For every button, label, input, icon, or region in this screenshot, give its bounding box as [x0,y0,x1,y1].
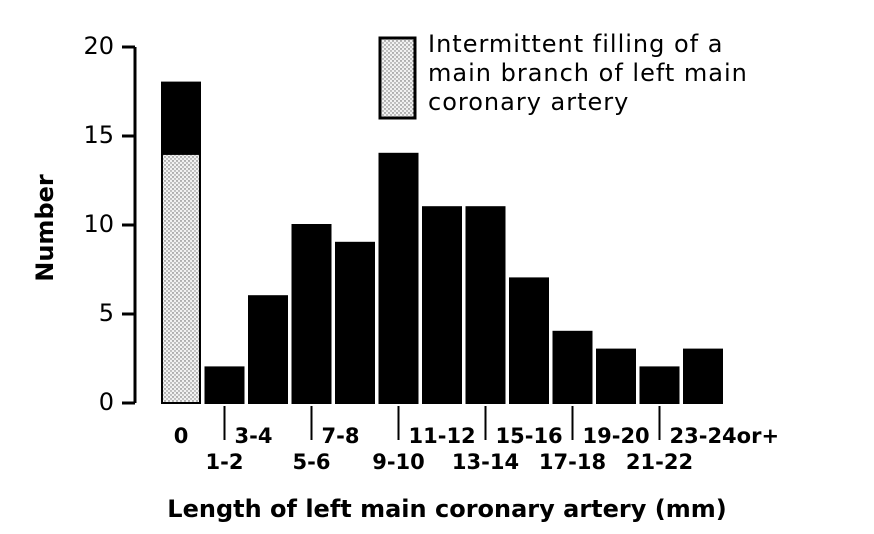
bar-segment [639,366,680,404]
bar-segment [552,330,593,404]
x-tick-label: 17-18 [539,450,606,474]
x-tick-label: 3-4 [235,424,273,448]
bar-segment [509,277,549,404]
y-tick-label: 0 [99,388,114,416]
y-tick-label: 10 [83,210,114,238]
y-axis-label: Number [31,174,59,282]
y-tick-label: 20 [83,32,114,60]
bar-segment [683,348,723,405]
x-tick-label: 5-6 [293,450,331,474]
legend-box: Intermittent filling of a main branch of… [428,30,748,116]
x-tick-label: 7-8 [322,424,360,448]
x-tick-label: 19-20 [583,424,650,448]
bar-segment [204,366,245,404]
x-tick-label: 0 [174,424,189,448]
x-tick-label: 21-22 [626,450,693,474]
bar-segment [596,348,636,405]
bar-segment [422,206,462,404]
x-tick-label: 1-2 [206,450,244,474]
legend-label: Intermittent filling of a main branch of… [428,30,748,116]
y-tick-label: 5 [99,299,114,327]
x-axis-label: Length of left main coronary artery (mm) [167,495,726,523]
bar-segment [465,206,506,404]
x-tick-label: 23-24or+ [670,424,780,448]
x-tick-label: 13-14 [452,450,519,474]
x-tick-label: 9-10 [372,450,425,474]
bar-segment [335,241,375,404]
bar-segment [291,224,332,404]
legend-swatch [378,36,417,120]
bar-segment [248,295,288,405]
bar-segment [161,152,201,404]
y-tick-label: 15 [83,121,114,149]
x-tick-label: 15-16 [496,424,563,448]
x-tick-label: 11-12 [409,424,476,448]
bar-segment [161,81,201,155]
bar-segment [378,152,419,404]
